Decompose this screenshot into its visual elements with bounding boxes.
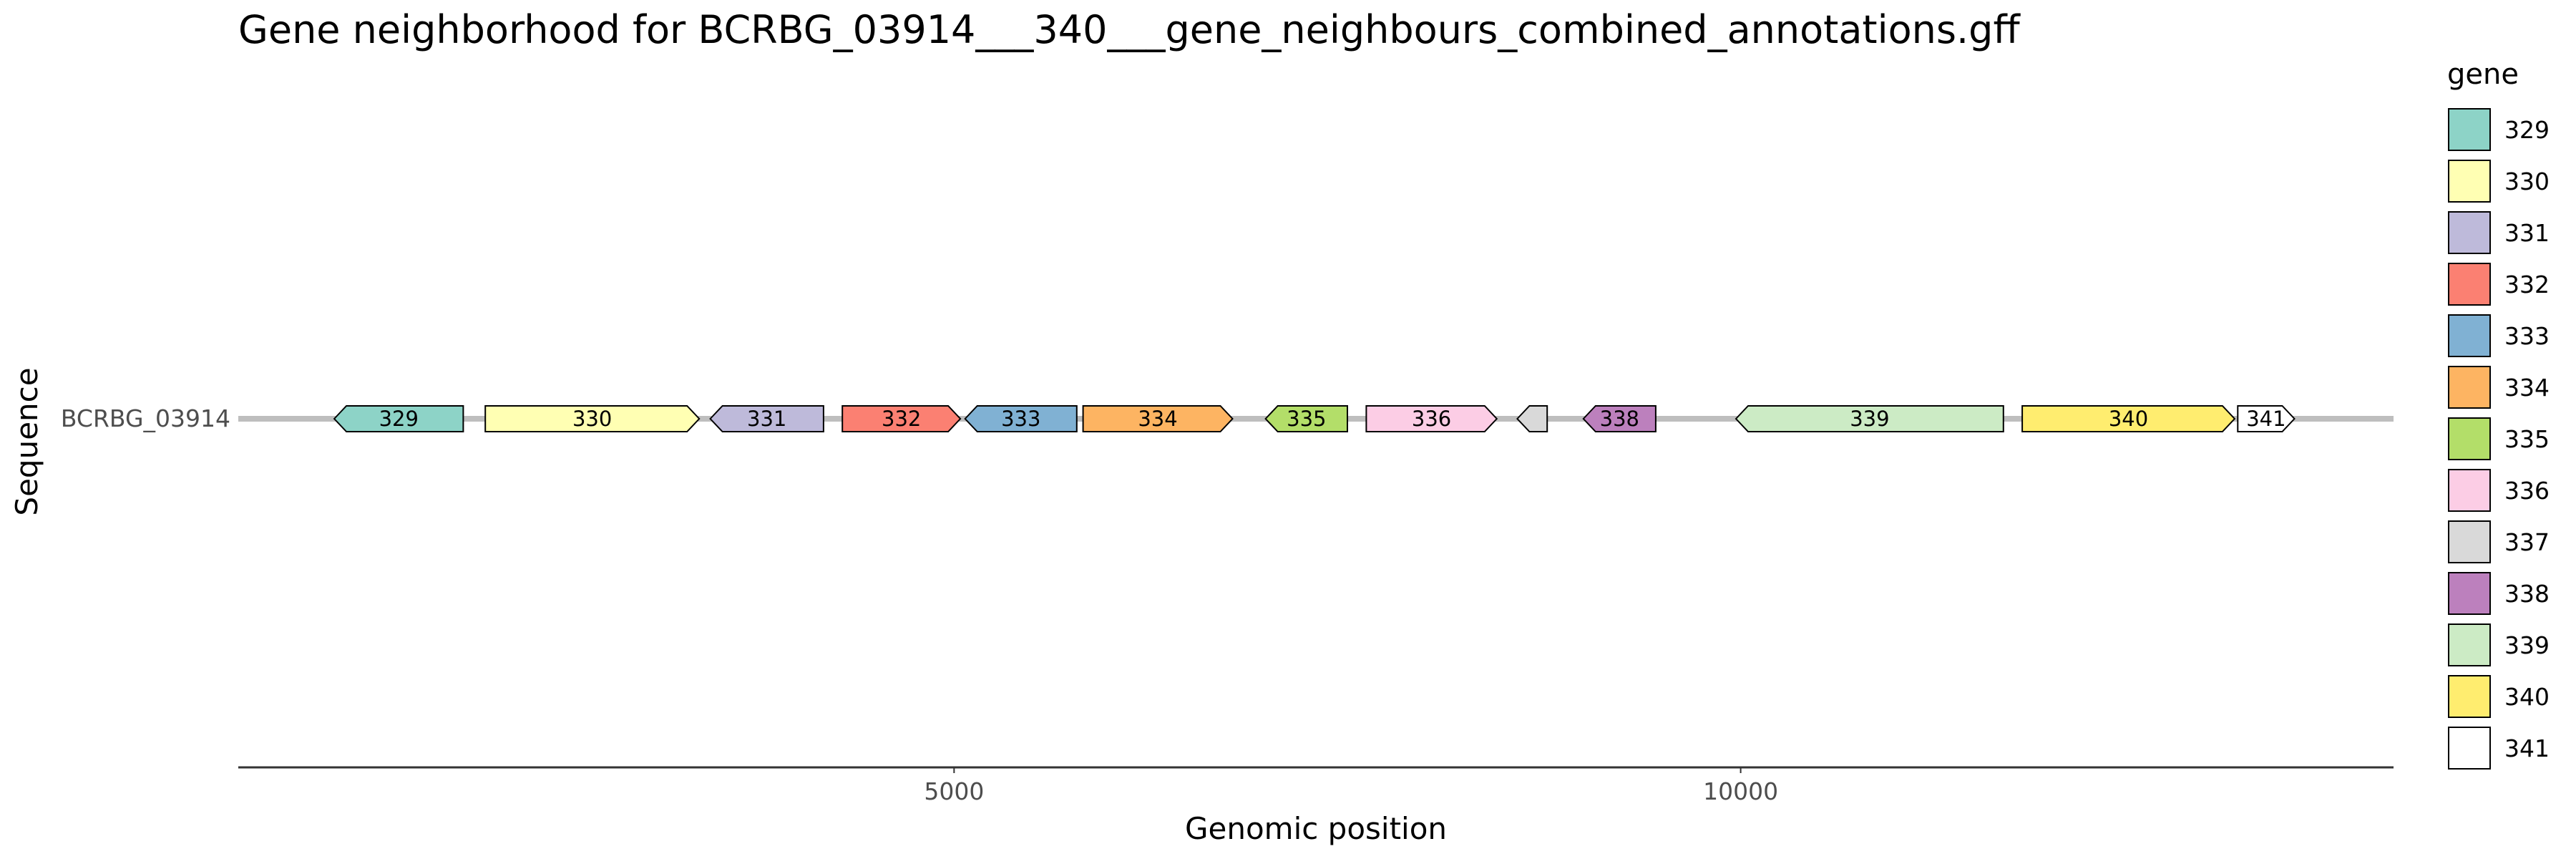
gene-label-333: 333: [1001, 407, 1040, 431]
legend-swatch-334: [2448, 366, 2491, 409]
gene-arrow-331: [709, 405, 824, 432]
gene-label-332: 332: [882, 407, 921, 431]
gene-arrow-334: [1082, 405, 1234, 432]
gene-arrow-333: [964, 405, 1078, 432]
gene-label-341: 341: [2246, 407, 2285, 431]
gene-arrow-332: [841, 405, 962, 432]
legend-label-329: 329: [2504, 116, 2550, 144]
gene-arrow-338: [1582, 405, 1657, 432]
plot-area: 329 330 331 332 333 334 335 336 338 339 340 341 BCR…: [61, 404, 2394, 432]
legend-swatch-339: [2448, 623, 2491, 666]
legend-swatch-330: [2448, 160, 2491, 203]
legend-swatch-335: [2448, 417, 2491, 460]
y-axis-title: Sequence: [9, 367, 44, 515]
legend-swatch-340: [2448, 675, 2491, 718]
gene-label-340: 340: [2109, 407, 2148, 431]
legend-label-331: 331: [2504, 219, 2550, 247]
gene-arrow-329: [333, 405, 464, 432]
chart-title: Gene neighborhood for BCRBG_03914___340_…: [238, 7, 2021, 52]
legend-label-335: 335: [2504, 425, 2550, 453]
x-axis-title: Genomic position: [1185, 811, 1447, 846]
legend-label-334: 334: [2504, 374, 2550, 402]
legend-swatch-338: [2448, 572, 2491, 615]
legend-label-332: 332: [2504, 271, 2550, 299]
y-tick-label: BCRBG_03914: [61, 404, 230, 432]
x-axis-ticks: 5000 10000: [924, 767, 1778, 805]
gene-label-334: 334: [1138, 407, 1177, 431]
gene-arrow-336: [1365, 405, 1498, 432]
legend-label-337: 337: [2504, 528, 2550, 556]
legend-swatch-331: [2448, 211, 2491, 254]
gene-label-336: 336: [1412, 407, 1451, 431]
gene-arrow-330: [484, 405, 701, 432]
gene-label-330: 330: [572, 407, 612, 431]
legend-swatch-336: [2448, 469, 2491, 512]
legend-title: gene: [2447, 58, 2519, 91]
legend-label-341: 341: [2504, 734, 2550, 762]
x-tick-label: 5000: [924, 777, 984, 805]
gene-label-338: 338: [1600, 407, 1639, 431]
gene-arrow-340: [2021, 405, 2236, 432]
legend-swatch-337: [2448, 520, 2491, 563]
gene-arrow-341: [2237, 405, 2296, 432]
gene-arrows: 329 330 331 332 333 334 335 336 338 339 340 341: [333, 405, 2296, 432]
gene-label-335: 335: [1287, 407, 1326, 431]
gene-arrow-339: [1735, 405, 2004, 432]
gene-label-331: 331: [747, 407, 786, 431]
x-tick-label: 10000: [1703, 777, 1778, 805]
y-axis-tick-labels: BCRBG_03914: [61, 404, 230, 432]
legend-swatch-332: [2448, 263, 2491, 306]
legend-label-338: 338: [2504, 580, 2550, 608]
legend-label-333: 333: [2504, 322, 2550, 350]
legend-swatch-329: [2448, 108, 2491, 151]
legend-label-336: 336: [2504, 477, 2550, 505]
legend: gene 329 330 331 332 333 334 335 336 337 338 339 34…: [2447, 58, 2550, 770]
gene-label-339: 339: [1850, 407, 1889, 431]
legend-swatch-333: [2448, 314, 2491, 357]
legend-swatch-341: [2448, 727, 2491, 770]
gene-label-329: 329: [379, 407, 419, 431]
legend-label-340: 340: [2504, 683, 2550, 711]
legend-label-339: 339: [2504, 631, 2550, 659]
legend-items: 329 330 331 332 333 334 335 336 337 338 339 340 341: [2448, 108, 2550, 770]
gene-arrow-337: [1516, 405, 1548, 432]
legend-label-330: 330: [2504, 168, 2550, 195]
gene-arrow-335: [1264, 405, 1348, 432]
